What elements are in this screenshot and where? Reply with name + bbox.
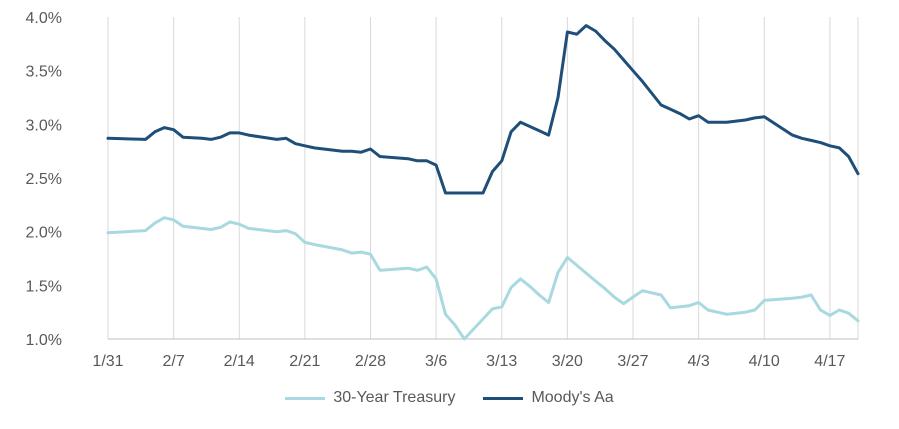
x-tick-label: 3/27 (617, 353, 648, 370)
series-line-moodys (106, 24, 860, 195)
x-tick-label: 1/31 (92, 353, 123, 370)
legend-item-moodys: Moody's Aa (483, 389, 614, 407)
x-tick-label: 4/10 (749, 353, 780, 370)
y-tick-label: 2.0% (26, 225, 62, 242)
legend-item-treasury: 30-Year Treasury (285, 389, 455, 407)
x-tick-label: 4/3 (688, 353, 710, 370)
y-tick-label: 4.0% (26, 10, 62, 27)
x-tick-labels: 1/31 2/7 2/14 2/21 2/28 3/6 3/13 3/20 3/27 4/3 4/1… (92, 353, 845, 370)
legend-label-moodys: Moody's Aa (531, 389, 614, 406)
y-tick-label: 1.0% (26, 332, 62, 349)
x-tick-label: 3/13 (486, 353, 517, 370)
legend-swatch-moodys (483, 396, 524, 400)
x-tick-label: 2/7 (163, 353, 185, 370)
legend: 30-Year Treasury Moody's Aa (0, 384, 899, 412)
x-tick-label: 3/6 (425, 353, 447, 370)
y-tick-label: 2.5% (26, 171, 62, 188)
series-line-treasury (106, 216, 860, 341)
legend-swatch-treasury (285, 396, 326, 400)
y-tick-label: 3.5% (26, 64, 62, 81)
legend-label-treasury: 30-Year Treasury (333, 389, 456, 406)
y-tick-label: 3.0% (26, 117, 62, 134)
y-tick-labels: 1.0% 1.5% 2.0% 2.5% 3.0% 3.5% 4.0% (26, 10, 62, 349)
series-lines (106, 24, 860, 341)
x-tick-label: 2/21 (289, 353, 320, 370)
x-tick-label: 4/17 (814, 353, 845, 370)
line-chart: 1.0% 1.5% 2.0% 2.5% 3.0% 3.5% 4.0% 1/31 2/7 2/14… (26, 10, 860, 370)
gridlines (107, 17, 859, 339)
x-tick-label: 3/20 (552, 353, 583, 370)
x-tick-label: 2/28 (355, 353, 386, 370)
y-tick-label: 1.5% (26, 278, 62, 295)
x-tick-label: 2/14 (224, 353, 255, 370)
